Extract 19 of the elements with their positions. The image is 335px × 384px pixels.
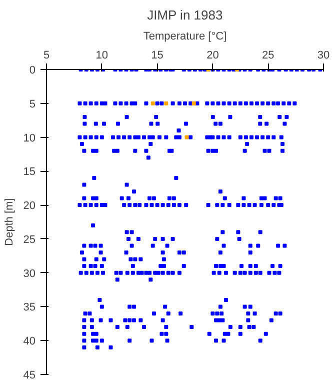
x-tick-label: 30 xyxy=(317,50,330,62)
y-tick-label: 20 xyxy=(23,200,36,212)
chart-title: JIMP in 1983 xyxy=(147,8,223,22)
x-tick-label: 20 xyxy=(206,50,219,62)
y-tick-label: 30 xyxy=(23,268,36,280)
y-tick-label: 5 xyxy=(29,98,36,110)
x-tick-label: 5 xyxy=(43,50,50,62)
y-tick-label: 0 xyxy=(29,64,36,76)
y-tick-label: 35 xyxy=(23,302,36,314)
y-tick-label: 25 xyxy=(23,234,36,246)
y-tick-label: 40 xyxy=(23,336,36,348)
x-tick-label: 15 xyxy=(151,50,164,62)
y-tick-label: 15 xyxy=(23,166,36,178)
x-tick-label: 10 xyxy=(96,50,108,62)
x-tick-label: 25 xyxy=(262,50,274,62)
y-tick-label: 45 xyxy=(23,370,36,382)
y-axis-title: Depth [m] xyxy=(3,198,16,246)
x-axis-title: Temperature [°C] xyxy=(143,30,227,42)
y-tick-label: 10 xyxy=(23,132,36,144)
